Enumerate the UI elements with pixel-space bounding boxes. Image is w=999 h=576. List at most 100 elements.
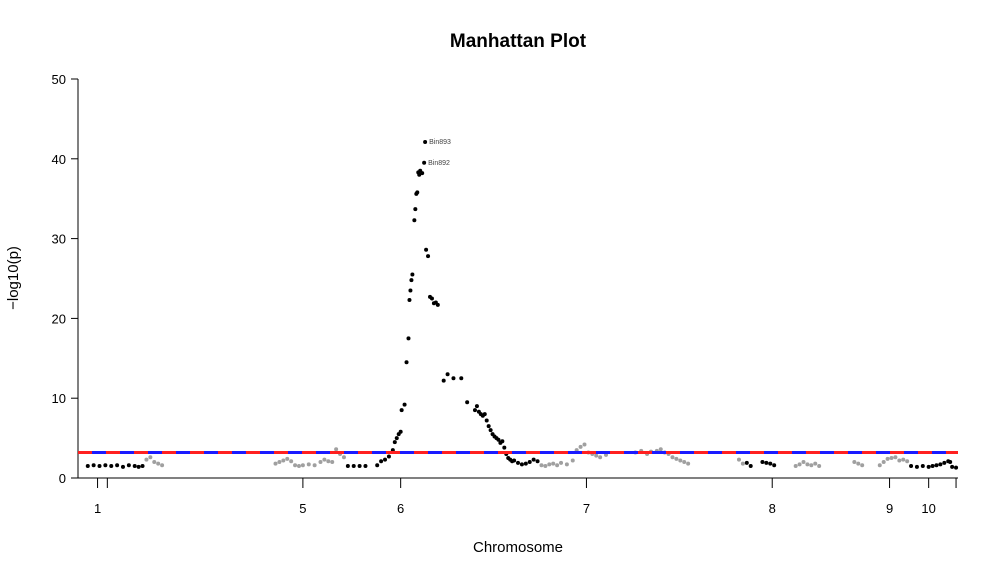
snp-point	[535, 459, 540, 464]
x-tick-label: 10	[921, 501, 935, 516]
snp-point	[300, 463, 305, 468]
snp-point	[881, 460, 886, 465]
snp-point	[877, 463, 882, 468]
snp-point	[97, 464, 102, 469]
snp-point	[120, 464, 125, 469]
snp-point	[85, 464, 90, 469]
snp-point	[551, 461, 556, 466]
snp-point	[410, 272, 415, 277]
snp-point	[402, 402, 407, 407]
snp-point	[281, 458, 286, 463]
snp-point	[273, 461, 278, 466]
snp-point	[519, 462, 524, 467]
snp-point	[905, 459, 910, 464]
x-axis-ticks: 1 5 6 7 8 9 10	[94, 478, 957, 516]
chart-title: Manhattan Plot	[450, 31, 587, 52]
data-points	[85, 140, 959, 470]
snp-point	[379, 459, 384, 464]
snp-point	[817, 464, 822, 469]
snp-point	[459, 376, 464, 381]
snp-point	[909, 464, 914, 469]
snp-point	[547, 462, 552, 467]
y-tick-label: 50	[52, 72, 66, 87]
snp-point	[312, 463, 317, 468]
snp-point	[682, 460, 687, 465]
snp-point	[306, 462, 311, 467]
snp-point	[156, 461, 161, 466]
y-axis-label: −log10(p)	[5, 246, 22, 310]
snp-point	[598, 455, 603, 460]
snp-point	[740, 461, 745, 466]
x-tick-label: 8	[769, 501, 776, 516]
x-tick-label: 1	[94, 501, 101, 516]
snp-point	[930, 464, 935, 469]
snp-point	[772, 463, 777, 468]
snp-point	[404, 360, 409, 365]
snp-point	[472, 408, 477, 413]
snp-point	[670, 455, 675, 460]
snp-point	[285, 456, 290, 461]
snp-point	[852, 460, 857, 465]
snp-point	[496, 437, 501, 442]
snp-point	[934, 463, 939, 468]
snp-point	[594, 453, 599, 458]
snp-point	[686, 461, 691, 466]
point-annotation: Bin893	[429, 139, 451, 146]
snp-point	[398, 429, 403, 434]
snp-point	[357, 464, 362, 469]
snp-point	[914, 464, 919, 469]
snp-point	[465, 400, 470, 405]
snp-point	[658, 447, 663, 452]
snp-point	[516, 460, 520, 465]
snp-point	[334, 447, 339, 452]
snp-point	[805, 462, 810, 467]
y-tick-label: 0	[59, 471, 66, 486]
snp-point	[482, 412, 487, 417]
snp-point	[423, 140, 428, 145]
snp-point	[954, 465, 959, 470]
snp-point	[678, 458, 683, 463]
snp-point	[488, 428, 493, 433]
snp-point	[950, 464, 955, 469]
snp-point	[527, 460, 532, 465]
snp-point	[277, 460, 282, 465]
snp-point	[424, 247, 429, 252]
snp-point	[392, 440, 397, 445]
snp-point	[408, 288, 413, 293]
snp-point	[413, 207, 418, 212]
snp-point	[512, 458, 517, 463]
snp-point	[760, 460, 765, 465]
snp-point	[435, 302, 440, 307]
snp-point	[559, 460, 564, 465]
y-tick-label: 20	[52, 311, 66, 326]
snp-point	[330, 460, 335, 465]
snp-point	[523, 461, 528, 466]
snp-point	[486, 424, 491, 429]
snp-point	[920, 464, 925, 469]
snp-point	[409, 278, 414, 283]
snp-point	[417, 172, 422, 177]
snp-point	[674, 456, 679, 461]
snp-point	[394, 436, 399, 441]
snp-point	[813, 461, 818, 466]
x-tick-label: 7	[583, 501, 590, 516]
snp-point	[445, 372, 450, 377]
snp-point	[420, 171, 425, 176]
snp-point	[296, 464, 301, 469]
snp-point	[578, 444, 583, 449]
snp-point	[91, 463, 96, 468]
snp-point	[406, 336, 411, 341]
snp-point	[326, 459, 331, 464]
annotations: Bin893 Bin892	[428, 139, 451, 167]
x-tick-label: 5	[299, 501, 306, 516]
snp-point	[351, 464, 356, 469]
snp-point	[115, 463, 120, 468]
snp-point	[474, 404, 479, 409]
snp-point	[856, 461, 861, 466]
snp-point	[484, 418, 489, 423]
snp-point	[415, 190, 420, 195]
x-tick-label: 9	[886, 501, 893, 516]
snp-point	[148, 455, 153, 460]
snp-point	[422, 160, 427, 165]
